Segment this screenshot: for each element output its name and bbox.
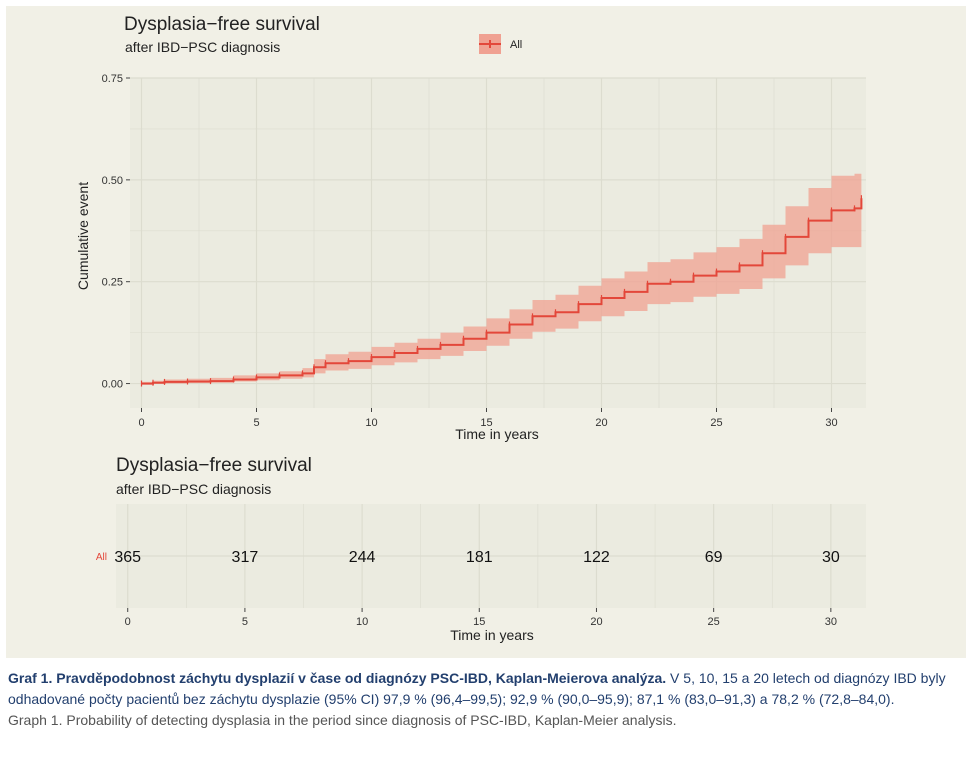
table-title: Dysplasia−free survival <box>116 455 312 476</box>
figure-caption: Graf 1. Pravděpodobnost záchytu dysplazi… <box>8 668 964 731</box>
table-tick-label: 5 <box>242 616 248 628</box>
table-values: 365 317 244 181 122 69 30 <box>114 549 839 566</box>
table-x-axis-label: Time in years <box>450 627 534 643</box>
y-axis-label: Cumulative event <box>75 182 91 290</box>
y-tick-label: 0.00 <box>102 379 123 391</box>
table-row-label: All <box>96 552 107 563</box>
x-tick-label: 25 <box>710 417 722 429</box>
legend-label: All <box>510 39 522 51</box>
at-risk-value: 69 <box>705 549 723 566</box>
x-axis-label: Time in years <box>455 426 539 442</box>
table-tick-label: 10 <box>356 616 368 628</box>
caption-czech: Graf 1. Pravděpodobnost záchytu dysplazi… <box>8 668 964 710</box>
y-tick-label: 0.25 <box>102 277 123 289</box>
y-tick-label: 0.75 <box>102 73 123 85</box>
table-axis-ticks: 0 5 10 15 20 25 30 <box>125 608 837 628</box>
table-tick-label: 15 <box>473 616 485 628</box>
caption-bold: Graf 1. Pravděpodobnost záchytu dysplazi… <box>8 670 667 686</box>
x-tick-label: 5 <box>253 417 259 429</box>
y-tick-label: 0.50 <box>102 175 123 187</box>
caption-english: Graph 1. Probability of detecting dyspla… <box>8 712 677 728</box>
at-risk-value: 30 <box>822 549 840 566</box>
table-tick-label: 30 <box>825 616 837 628</box>
axis-ticks: 0 5 10 15 20 25 30 0.00 0.25 0.50 0.75 <box>102 73 838 429</box>
x-tick-label: 0 <box>138 417 144 429</box>
table-tick-label: 25 <box>708 616 720 628</box>
caption-text: V 5, 10, 15 a 20 letech od diagnózy IBD … <box>8 670 946 707</box>
table-grid <box>116 504 866 608</box>
table-subtitle: after IBD−PSC diagnosis <box>116 481 271 497</box>
at-risk-value: 181 <box>466 549 493 566</box>
x-tick-label: 15 <box>480 417 492 429</box>
chart-title: Dysplasia−free survival <box>124 14 320 35</box>
at-risk-value: 244 <box>349 549 376 566</box>
chart-subtitle: after IBD−PSC diagnosis <box>125 39 280 55</box>
x-tick-label: 10 <box>365 417 377 429</box>
at-risk-value: 365 <box>114 549 141 566</box>
legend: All <box>479 34 522 54</box>
at-risk-value: 317 <box>232 549 259 566</box>
table-tick-label: 0 <box>125 616 131 628</box>
figure-panel: Dysplasia−free survival after IBD−PSC di… <box>6 6 966 658</box>
km-curve <box>140 195 863 387</box>
at-risk-value: 122 <box>583 549 610 566</box>
x-tick-label: 30 <box>825 417 837 429</box>
x-tick-label: 20 <box>595 417 607 429</box>
km-figure: Dysplasia−free survival after IBD−PSC di… <box>75 14 866 643</box>
table-tick-label: 20 <box>590 616 602 628</box>
